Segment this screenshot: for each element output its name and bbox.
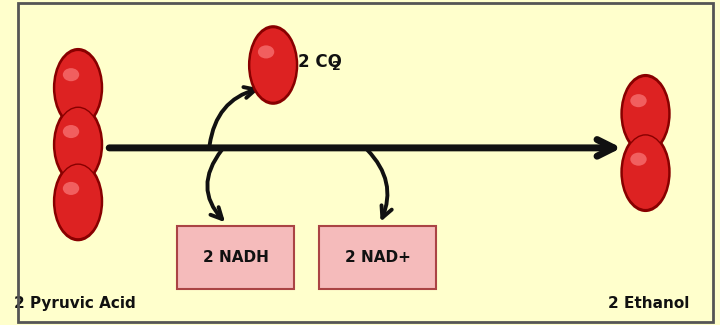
Ellipse shape xyxy=(622,76,669,151)
Ellipse shape xyxy=(250,28,297,102)
Ellipse shape xyxy=(53,48,103,127)
Ellipse shape xyxy=(53,162,103,241)
Text: 2 CO: 2 CO xyxy=(298,53,342,71)
Ellipse shape xyxy=(621,74,671,154)
Text: 2: 2 xyxy=(332,60,341,73)
Text: 2 Ethanol: 2 Ethanol xyxy=(608,296,690,311)
FancyBboxPatch shape xyxy=(319,226,436,289)
Ellipse shape xyxy=(621,133,671,212)
Text: 2 NADH: 2 NADH xyxy=(202,250,269,265)
Ellipse shape xyxy=(55,107,102,182)
FancyBboxPatch shape xyxy=(177,226,294,289)
Text: 2 Pyruvic Acid: 2 Pyruvic Acid xyxy=(14,296,135,311)
Ellipse shape xyxy=(630,153,647,166)
Ellipse shape xyxy=(622,135,669,210)
Ellipse shape xyxy=(53,105,103,184)
Ellipse shape xyxy=(55,50,102,125)
Ellipse shape xyxy=(248,25,298,105)
Ellipse shape xyxy=(63,125,79,138)
Ellipse shape xyxy=(258,46,274,58)
Ellipse shape xyxy=(63,182,79,195)
Ellipse shape xyxy=(630,94,647,107)
Text: 2 NAD+: 2 NAD+ xyxy=(345,250,411,265)
Ellipse shape xyxy=(55,164,102,239)
Ellipse shape xyxy=(63,68,79,81)
